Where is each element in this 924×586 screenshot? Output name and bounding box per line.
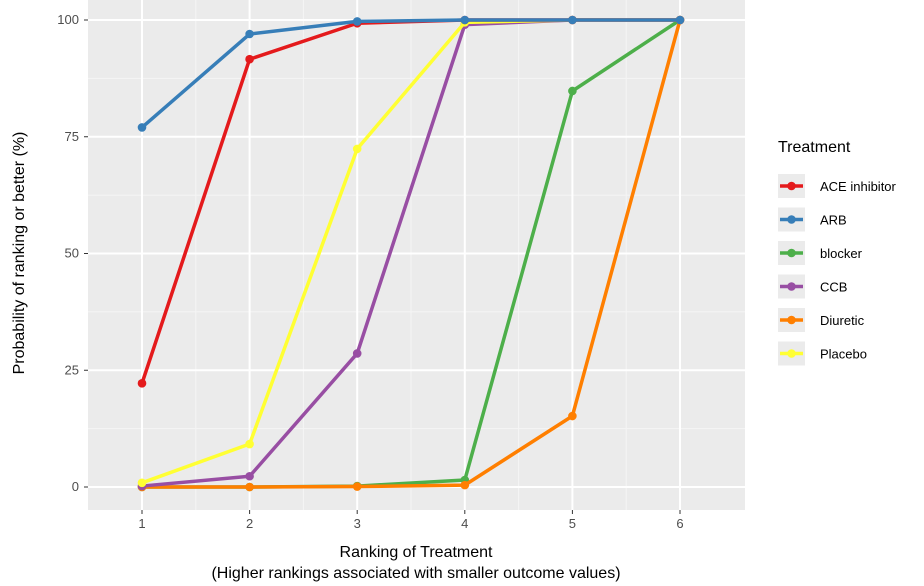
y-axis-title: Probability of ranking or better (%)	[11, 132, 28, 375]
y-tick-label: 100	[57, 12, 79, 27]
data-point-placebo	[137, 478, 147, 488]
data-point-ccb	[352, 349, 362, 358]
y-tick-label: 50	[65, 246, 79, 261]
legend-item-arb: ARB	[778, 207, 847, 232]
data-point-arb	[568, 15, 577, 25]
legend-key-point	[787, 315, 796, 325]
data-point-arb	[245, 29, 254, 39]
x-axis: 1 2 3 4 5 6	[138, 510, 684, 531]
x-tick-label: 3	[354, 516, 361, 531]
x-tick-label: 4	[461, 516, 468, 531]
legend-item-ccb: CCB	[778, 274, 847, 299]
legend-item-ace-inhibitor: ACE inhibitor	[778, 174, 897, 198]
data-point-arb	[352, 17, 362, 26]
legend-label: ACE inhibitor	[820, 179, 897, 194]
x-axis-title: Ranking of Treatment	[340, 544, 494, 561]
data-point-diuretic	[460, 480, 470, 490]
series-layer	[137, 15, 685, 492]
legend-key-point	[787, 282, 796, 291]
series-line-diuretic	[142, 19, 682, 489]
y-tick-label: 25	[65, 362, 79, 377]
plot-panel	[88, 0, 745, 510]
legend-label: CCB	[820, 280, 847, 295]
legend-key-point	[787, 248, 796, 258]
x-axis-subtitle: (Higher rankings associated with smaller…	[211, 565, 620, 582]
data-point-diuretic	[568, 411, 577, 421]
legend: Treatment ACE inhibitor ARB blocker CCB Diur…	[778, 139, 897, 366]
legend-item-blocker: blocker	[778, 241, 863, 265]
data-point-diuretic	[245, 482, 254, 492]
legend-label: blocker	[820, 246, 863, 261]
legend-key-point	[787, 181, 796, 191]
legend-label: ARB	[820, 213, 847, 228]
data-point-blocker	[568, 86, 577, 96]
data-point-arb	[137, 123, 147, 132]
legend-item-placebo: Placebo	[778, 341, 867, 366]
x-tick-label: 6	[676, 516, 683, 531]
y-tick-label: 0	[72, 479, 79, 494]
legend-key-point	[787, 215, 796, 224]
data-point-placebo	[245, 439, 254, 449]
x-tick-label: 2	[246, 516, 253, 531]
data-point-ccb	[245, 471, 254, 481]
data-point-diuretic	[352, 482, 362, 491]
y-axis: 0 25 50 75 100	[57, 12, 88, 494]
x-tick-label: 5	[569, 516, 576, 531]
legend-label: Diuretic	[820, 313, 865, 328]
data-point-ace-inhibitor	[245, 54, 254, 64]
data-point-ace-inhibitor	[137, 379, 147, 388]
data-point-placebo	[352, 144, 362, 154]
data-point-arb	[460, 15, 470, 25]
data-point-arb	[675, 15, 685, 25]
x-tick-label: 1	[138, 516, 145, 531]
legend-item-diuretic: Diuretic	[778, 308, 865, 332]
legend-label: Placebo	[820, 347, 867, 362]
y-tick-label: 75	[65, 129, 79, 144]
series-line-arb	[140, 18, 680, 129]
legend-title: Treatment	[778, 139, 851, 156]
legend-key-point	[787, 349, 796, 358]
